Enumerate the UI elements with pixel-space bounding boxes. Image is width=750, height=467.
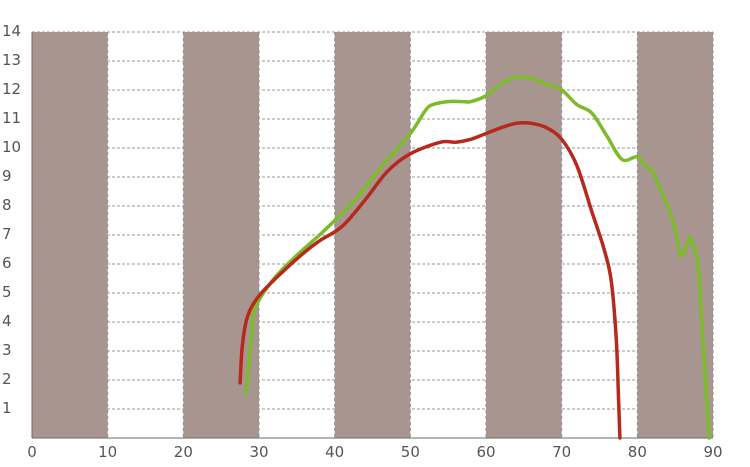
x-tick-label: 50	[401, 443, 420, 461]
y-tick-label: 8	[2, 196, 12, 214]
x-tick-label: 60	[476, 443, 495, 461]
x-axis-ticks: 0 10 20 30 40 50 60 70 80 90	[27, 443, 722, 461]
y-tick-label: 14	[2, 22, 21, 40]
grid-lines	[31, 31, 714, 439]
series-line-1	[244, 74, 711, 440]
x-tick-label: 90	[703, 443, 722, 461]
series-lines	[238, 74, 711, 440]
x-tick-label: 0	[27, 443, 37, 461]
x-tick-label: 10	[98, 443, 117, 461]
y-tick-label: 2	[2, 370, 12, 388]
y-tick-label: 3	[2, 341, 12, 359]
x-tick-label: 30	[249, 443, 268, 461]
x-tick-label: 20	[174, 443, 193, 461]
y-tick-label: 13	[2, 51, 21, 69]
y-tick-label: 11	[2, 109, 21, 127]
y-tick-label: 10	[2, 138, 21, 156]
y-tick-label: 1	[2, 399, 12, 417]
y-tick-label: 6	[2, 254, 12, 272]
x-tick-label: 40	[325, 443, 344, 461]
y-tick-label: 9	[2, 167, 12, 185]
x-tick-label: 80	[628, 443, 647, 461]
y-tick-label: 12	[2, 80, 21, 98]
x-tick-label: 70	[552, 443, 571, 461]
band-20	[183, 32, 259, 438]
y-tick-label: 5	[2, 283, 12, 301]
y-tick-label: 7	[2, 225, 12, 243]
series-line-2	[238, 121, 622, 440]
y-tick-label: 4	[2, 312, 12, 330]
